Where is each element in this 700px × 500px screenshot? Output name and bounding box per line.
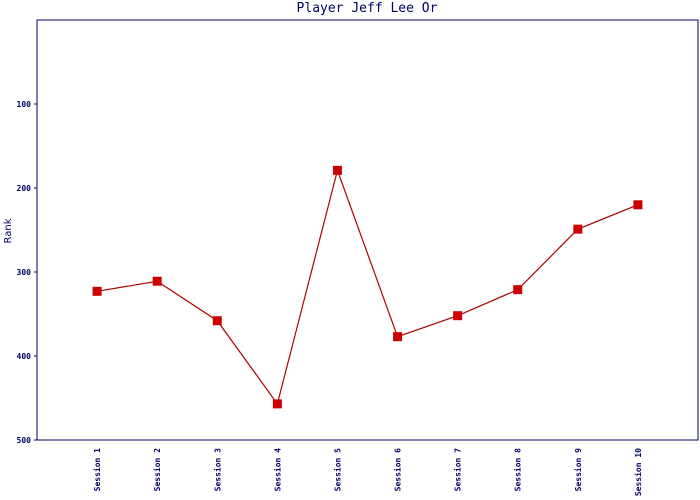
x-tick-label: Session 1 (92, 448, 102, 492)
marker (332, 165, 342, 175)
series-line (96, 168, 639, 406)
x-tick-label: Session 8 (513, 448, 523, 492)
marker (152, 276, 162, 286)
marker (92, 286, 102, 296)
y-axis-label: Rank (3, 218, 14, 243)
x-tick-label: Session 9 (573, 448, 583, 492)
x-tick-label: Session 7 (453, 448, 463, 492)
marker (212, 316, 222, 326)
y-tick-label: 500 (17, 436, 32, 445)
x-tick-label: Session 3 (212, 448, 222, 492)
y-tick-label: 400 (17, 352, 32, 361)
x-tick-label: Session 6 (393, 448, 403, 492)
x-tick-label: Session 2 (152, 448, 162, 492)
plot-frame (36, 19, 699, 441)
marker (513, 285, 523, 295)
marker (633, 200, 643, 210)
y-tick-label: 200 (17, 184, 32, 193)
marker (393, 332, 403, 342)
marker (272, 399, 282, 409)
x-tick-label: Session 5 (332, 448, 342, 492)
marker (453, 311, 463, 321)
y-tick-label: 300 (17, 268, 32, 277)
x-tick-label: Session 4 (272, 448, 282, 492)
y-tick-label: 100 (17, 100, 32, 109)
chart-title: Player Jeff Lee Or (297, 1, 438, 16)
x-tick-label: Session 10 (633, 448, 643, 496)
marker (573, 224, 583, 234)
